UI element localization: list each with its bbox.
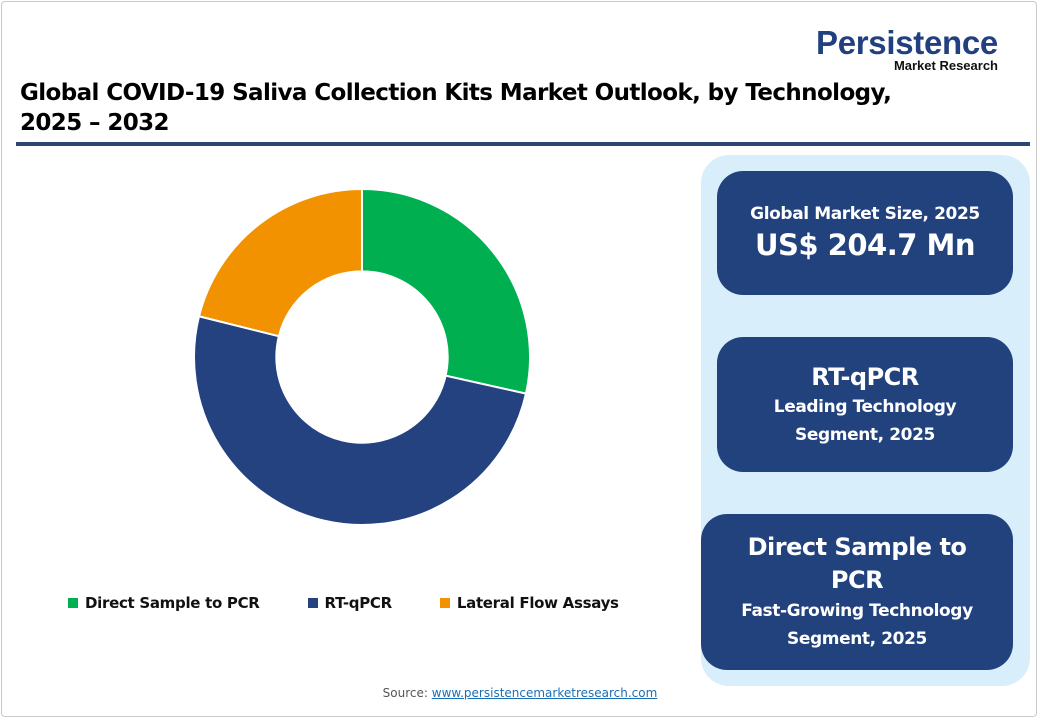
fastest-segment-caption-2: Segment, 2025 [787,629,927,649]
title-line-2: 2025 – 2032 [20,110,170,136]
page-title: Global COVID-19 Saliva Collection Kits M… [20,78,980,138]
donut-chart-svg [193,187,531,526]
legend-label: Direct Sample to PCR [85,594,260,612]
source-label: Source: [382,686,428,700]
leading-segment-caption-1: Leading Technology [773,396,957,417]
fastest-segment-card: Direct Sample to PCR Fast-Growing Techno… [701,514,1013,670]
chart-legend: Direct Sample to PCR RT-qPCR Lateral Flo… [68,594,619,612]
legend-swatch-orange [439,598,450,608]
donut-chart [180,175,550,545]
source-link[interactable]: www.persistencemarketresearch.com [431,686,658,700]
fastest-segment-name: Direct Sample to PCR [747,533,967,594]
donut-slice-direct-sample-to-pcr [361,187,531,395]
legend-item-direct-sample-to-pcr: Direct Sample to PCR [68,594,260,612]
title-divider [16,142,1030,146]
legend-swatch-blue [307,598,318,608]
legend-item-rt-qpcr: RT-qPCR [307,594,393,612]
brand-tagline: Market Research [893,58,998,73]
title-line-1: Global COVID-19 Saliva Collection Kits M… [20,80,892,106]
brand-logo: Persistence Market Research [816,26,998,72]
market-size-label: Global Market Size, 2025 [750,204,980,224]
legend-item-lateral-flow-assays: Lateral Flow Assays [439,594,619,612]
donut-slice-rt-qpcr [193,315,528,526]
brand-name: Persistence [816,24,998,61]
donut-slice-lateral-flow-assays [197,187,363,338]
legend-swatch-green [68,598,78,608]
leading-segment-caption-2: Segment, 2025 [795,424,935,445]
fastest-segment-caption-1: Fast-Growing Technology [741,601,973,621]
leading-segment-card: RT-qPCR Leading Technology Segment, 2025 [717,337,1013,472]
market-size-card: Global Market Size, 2025 US$ 204.7 Mn [717,171,1013,295]
legend-label: RT-qPCR [324,594,393,612]
legend-label: Lateral Flow Assays [456,594,619,612]
source-footer: Source: www.persistencemarketresearch.co… [0,686,1040,700]
market-size-value: US$ 204.7 Mn [754,228,976,262]
leading-segment-name: RT-qPCR [811,362,919,391]
